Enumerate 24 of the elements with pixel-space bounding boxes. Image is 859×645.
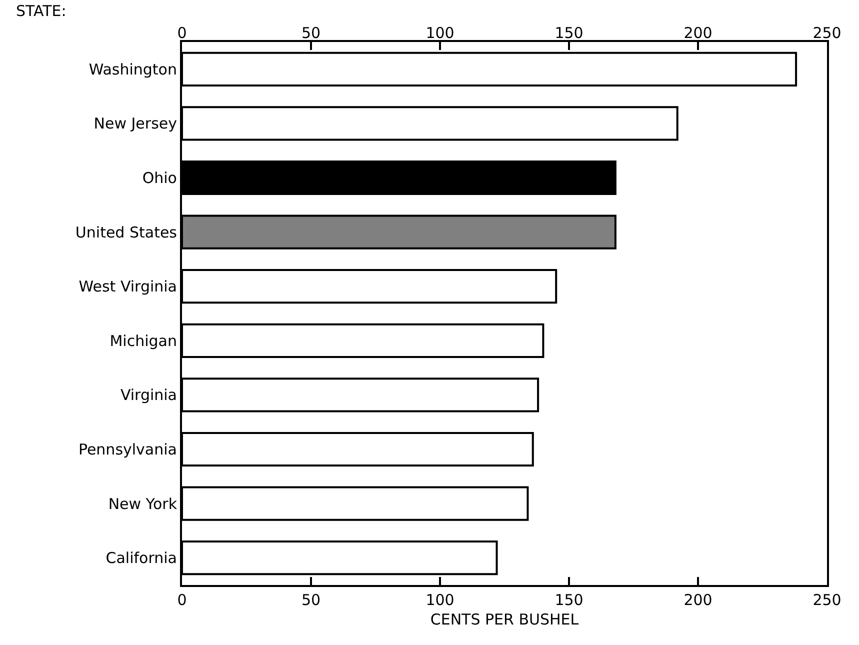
y-tick-label: California <box>106 549 177 568</box>
y-tick-label: Ohio <box>142 169 177 187</box>
x-tick-label: 50 <box>301 24 321 42</box>
x2-tick-label: 250 <box>812 591 842 609</box>
y-tick-label: Washington <box>88 60 177 78</box>
y-axis-title: STATE: <box>16 2 66 20</box>
x2-tick-label: 50 <box>301 591 321 609</box>
y-tick-label: New Jersey <box>94 114 178 133</box>
x2-tick-label: 200 <box>684 591 712 609</box>
y-tick-label: New York <box>108 494 178 513</box>
x2-tick-label: 150 <box>554 591 584 609</box>
x-tick-label: 100 <box>426 24 454 42</box>
y-tick-label: Virginia <box>120 386 177 404</box>
x-tick-label: 200 <box>684 24 712 42</box>
y-tick-label: United States <box>75 223 178 242</box>
x-axis-title: CENTS PER BUSHEL <box>430 610 580 628</box>
y-tick-label: West Virginia <box>78 278 177 296</box>
x-tick-label: 150 <box>554 24 584 42</box>
x-tick-label: 250 <box>812 24 842 42</box>
y-tick-label: Pennsylvania <box>78 440 177 458</box>
y-tick-label: Michigan <box>110 332 177 350</box>
x2-tick-label: 100 <box>426 591 454 609</box>
x-tick-label: 0 <box>177 24 187 42</box>
x2-tick-label: 0 <box>177 591 187 609</box>
